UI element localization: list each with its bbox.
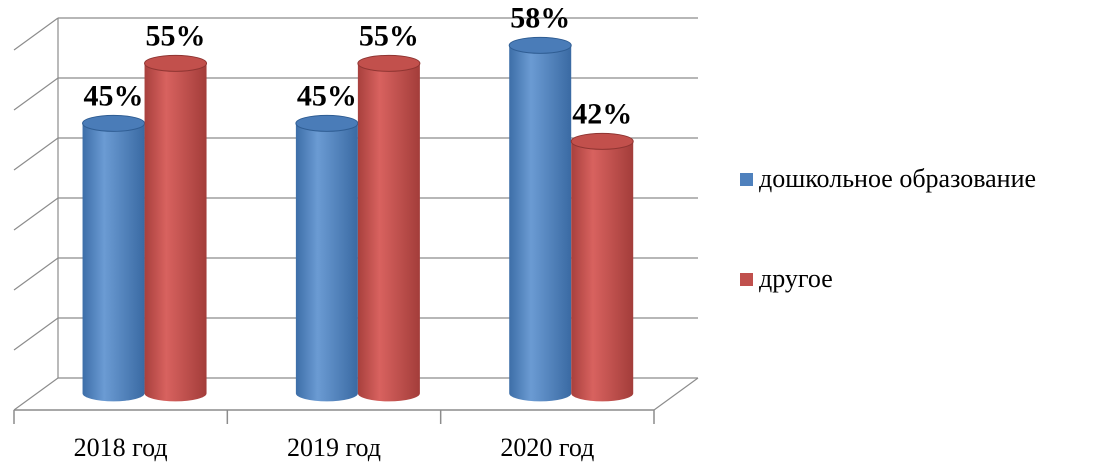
bar-body	[82, 123, 145, 402]
bar-top	[357, 54, 421, 72]
data-label: 55%	[146, 19, 206, 52]
bar-body	[144, 63, 207, 402]
legend-swatch	[740, 272, 753, 286]
bar	[508, 36, 572, 402]
legend-swatch	[740, 172, 753, 186]
legend: дошкольное образование другое	[740, 160, 1100, 360]
gridline-side	[13, 197, 59, 231]
gridline-side	[13, 77, 59, 111]
gridline-side	[13, 317, 59, 351]
legend-label: дошкольное образование	[759, 164, 1037, 193]
data-label: 58%	[510, 1, 570, 34]
data-labels: 45%55%45%55%58%42%	[84, 1, 633, 130]
x-axis	[13, 409, 655, 424]
data-label: 55%	[359, 19, 419, 52]
bar	[144, 54, 208, 402]
bar-body	[571, 141, 634, 402]
bar	[295, 114, 359, 402]
bar	[82, 114, 146, 402]
data-label: 42%	[572, 97, 632, 130]
bar-top	[508, 36, 572, 54]
bar-body	[295, 123, 358, 402]
gridline-side	[13, 137, 59, 171]
data-label: 45%	[297, 79, 357, 112]
floor-edge-right	[653, 377, 699, 411]
gridline-side	[13, 257, 59, 291]
category-labels: 2018 год 2019 год 2020 год	[74, 433, 595, 462]
gridline-side	[13, 17, 59, 51]
bar-body	[509, 45, 572, 402]
bar-top	[144, 54, 208, 72]
gridline-side	[13, 377, 59, 411]
bar-body	[357, 63, 420, 402]
x-tick-label: 2020 год	[500, 433, 594, 462]
x-tick-label: 2019 год	[287, 433, 381, 462]
bars	[82, 36, 634, 402]
bar-top	[570, 132, 634, 150]
legend-item: дошкольное образование	[740, 160, 1100, 198]
data-label: 45%	[84, 79, 144, 112]
bar-top	[295, 114, 359, 132]
legend-label: другое	[759, 264, 833, 293]
bar	[570, 132, 634, 402]
x-tick-label: 2018 год	[74, 433, 168, 462]
bar	[357, 54, 421, 402]
bar-top	[82, 114, 146, 132]
legend-item: другое	[740, 260, 1100, 298]
